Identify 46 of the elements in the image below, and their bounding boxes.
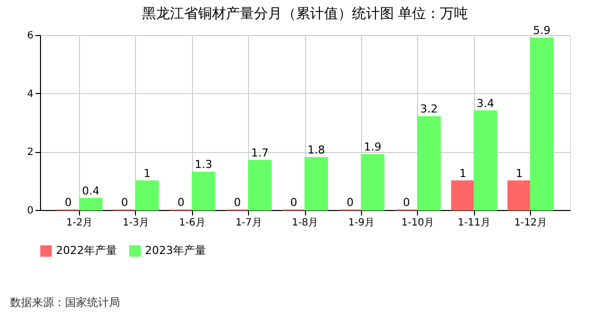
y-tick-label: 2	[27, 147, 34, 158]
data-label: 0	[121, 196, 128, 209]
data-label: 1.3	[194, 158, 212, 172]
data-label: 1	[459, 166, 466, 180]
data-label: 0	[290, 196, 298, 209]
bar	[135, 180, 159, 210]
x-tick-label: 1-7月	[235, 218, 262, 228]
y-tick-label: 6	[27, 30, 34, 42]
data-label: 1	[516, 166, 523, 180]
bar	[474, 110, 498, 210]
x-tick-label: 1-6月	[179, 218, 206, 228]
legend-label: 2023年产量	[145, 244, 206, 257]
data-label: 1.9	[364, 140, 382, 154]
data-label: 0	[177, 196, 184, 209]
source-note: 数据来源：国家统计局	[10, 296, 120, 309]
data-label: 1	[144, 166, 151, 180]
bar	[507, 180, 532, 210]
data-label: 0	[64, 196, 72, 209]
data-label: 0	[234, 196, 241, 209]
bar	[451, 180, 475, 210]
bar	[248, 160, 272, 210]
x-tick-label: 1-8月	[292, 218, 318, 228]
data-label: 1.7	[251, 146, 269, 160]
data-label: 3.4	[476, 96, 494, 110]
x-tick-label: 1-2月	[66, 218, 93, 228]
bar	[304, 157, 328, 210]
data-label: 5.9	[533, 24, 551, 37]
bar	[192, 172, 216, 210]
data-label: 0	[402, 196, 410, 209]
data-label: 3.2	[420, 102, 438, 116]
data-label: 0	[346, 196, 354, 209]
y-tick-label: 0	[27, 206, 34, 216]
bar	[417, 116, 441, 210]
x-tick-label: 1-11月	[458, 218, 490, 228]
x-tick-label: 1-12月	[514, 218, 547, 228]
data-label: 0.4	[82, 184, 100, 198]
y-tick-label: 4	[27, 88, 34, 100]
x-tick-label: 1-10月	[401, 218, 434, 228]
chart-title: 黑龙江省铜材产量分月（累计值）统计图 单位：万吨	[142, 6, 468, 22]
data-label: 1.8	[308, 144, 326, 156]
x-tick-label: 1-9月	[348, 218, 375, 228]
legend-label: 2022年产量	[56, 244, 117, 257]
bar	[530, 37, 554, 210]
bar	[360, 154, 384, 210]
bar	[78, 198, 103, 210]
x-tick-label: 1-3月	[122, 218, 150, 228]
